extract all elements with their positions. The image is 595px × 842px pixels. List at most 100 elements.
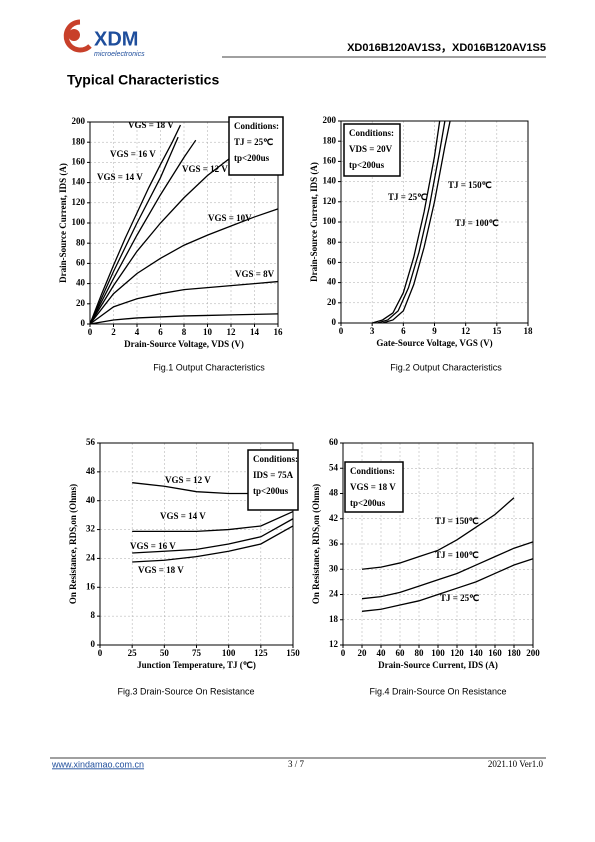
plot-frame — [89, 121, 279, 325]
x-tick-label: 16 — [274, 327, 284, 337]
y-tick-label: 36 — [329, 538, 339, 548]
series-line — [89, 136, 179, 325]
x-tick-label: 75 — [192, 648, 202, 658]
x-tick-label: 3 — [370, 326, 375, 336]
conditions-text: tp<200us — [350, 498, 386, 508]
series-label: VGS = 10V — [208, 213, 252, 223]
series-line — [89, 313, 279, 325]
x-tick-label: 40 — [377, 648, 387, 658]
figure-caption: Fig.2 Output Characteristics — [390, 362, 502, 372]
x-tick-label: 20 — [358, 648, 368, 658]
conditions-box — [228, 116, 284, 176]
x-tick-label: 0 — [339, 326, 344, 336]
conditions-text: Conditions: — [253, 454, 298, 464]
x-tick-label: 80 — [415, 648, 425, 658]
y-tick-label: 180 — [72, 136, 86, 146]
series-label: VGS = 12 V — [165, 475, 211, 485]
plot-frame — [340, 120, 529, 324]
figure-caption: Fig.4 Drain-Source On Resistance — [369, 686, 506, 696]
y-tick-label: 54 — [329, 462, 339, 472]
series-label: VGS = 14 V — [97, 172, 143, 182]
series-line — [89, 280, 279, 325]
y-tick-label: 60 — [327, 256, 337, 266]
x-tick-label: 6 — [158, 327, 163, 337]
x-tick-label: 100 — [431, 648, 445, 658]
conditions-text: TJ = 25℃ — [234, 137, 273, 147]
y-tick-label: 40 — [86, 495, 96, 505]
y-tick-label: 42 — [329, 513, 339, 523]
y-tick-label: 8 — [91, 610, 96, 620]
y-tick-label: 56 — [86, 437, 96, 447]
logo-text: XDM — [94, 28, 138, 50]
y-tick-label: 160 — [72, 156, 86, 166]
series-line — [361, 541, 534, 600]
footer-url[interactable]: www.xindamao.com.cn — [51, 759, 144, 769]
y-tick-label: 140 — [323, 176, 337, 186]
x-tick-label: 0 — [98, 648, 103, 658]
x-tick-label: 2 — [111, 327, 116, 337]
y-tick-label: 140 — [72, 177, 86, 187]
plot-frame — [99, 442, 294, 646]
series-line — [132, 482, 261, 495]
y-tick-label: 48 — [86, 466, 96, 476]
y-tick-label: 48 — [329, 488, 339, 498]
conditions-text: tp<200us — [234, 153, 270, 163]
series-line — [89, 208, 279, 325]
y-tick-label: 200 — [72, 116, 86, 126]
x-tick-label: 15 — [492, 326, 502, 336]
y-tick-label: 30 — [329, 563, 339, 573]
y-tick-label: 0 — [81, 318, 86, 328]
x-tick-label: 0 — [341, 648, 346, 658]
x-tick-label: 100 — [222, 648, 236, 658]
series-label: VGS = 8V — [235, 269, 275, 279]
conditions-box — [343, 123, 401, 177]
y-tick-label: 16 — [86, 581, 96, 591]
x-tick-label: 50 — [160, 648, 170, 658]
page-number: 3 / 7 — [288, 759, 305, 769]
y-tick-label: 12 — [329, 639, 339, 649]
series-label: TJ = 100℃ — [455, 218, 499, 228]
series-line — [132, 518, 294, 554]
x-tick-label: 6 — [401, 326, 406, 336]
logo-sub: microelectronics — [94, 51, 145, 58]
y-tick-label: 20 — [76, 298, 86, 308]
series-line — [89, 124, 182, 325]
y-tick-label: 100 — [323, 216, 337, 226]
series-label: VGS = 16 V — [110, 149, 156, 159]
series-line — [377, 120, 446, 324]
series-line — [132, 525, 294, 563]
series-line — [132, 510, 294, 533]
conditions-text: VGS = 18 V — [350, 482, 396, 492]
x-tick-label: 8 — [182, 327, 187, 337]
series-label: VGS = 18 V — [138, 565, 184, 575]
series-line — [89, 139, 197, 325]
conditions-box — [344, 461, 404, 513]
x-tick-label: 200 — [526, 648, 540, 658]
conditions-text: VDS = 20V — [349, 144, 393, 154]
series-label: TJ = 150℃ — [448, 180, 492, 190]
plot-frame — [342, 442, 534, 646]
y-tick-label: 24 — [329, 589, 339, 599]
y-axis-label: Drain-Source Current, IDS (A) — [58, 163, 68, 283]
series-line — [382, 120, 451, 324]
y-tick-label: 80 — [327, 236, 337, 246]
x-axis-label: Junction Temperature, TJ (℃) — [137, 660, 256, 670]
x-tick-label: 150 — [286, 648, 300, 658]
y-axis-label: On Resistance, RDS,on (Ohms) — [68, 484, 78, 604]
y-tick-label: 18 — [329, 614, 339, 624]
y-tick-label: 0 — [332, 317, 337, 327]
y-tick-label: 200 — [323, 115, 337, 125]
series-label: TJ = 25℃ — [388, 192, 427, 202]
conditions-box — [247, 449, 299, 511]
y-tick-label: 180 — [323, 135, 337, 145]
series-label: VGS = 16 V — [130, 541, 176, 551]
x-axis-label: Drain-Source Current, IDS (A) — [378, 660, 498, 670]
x-tick-label: 125 — [254, 648, 268, 658]
x-tick-label: 4 — [135, 327, 140, 337]
x-axis-label: Drain-Source Voltage, VDS (V) — [124, 339, 244, 349]
y-tick-label: 60 — [329, 437, 339, 447]
series-line — [89, 149, 239, 325]
conditions-text: Conditions: — [349, 128, 394, 138]
x-tick-label: 9 — [432, 326, 437, 336]
